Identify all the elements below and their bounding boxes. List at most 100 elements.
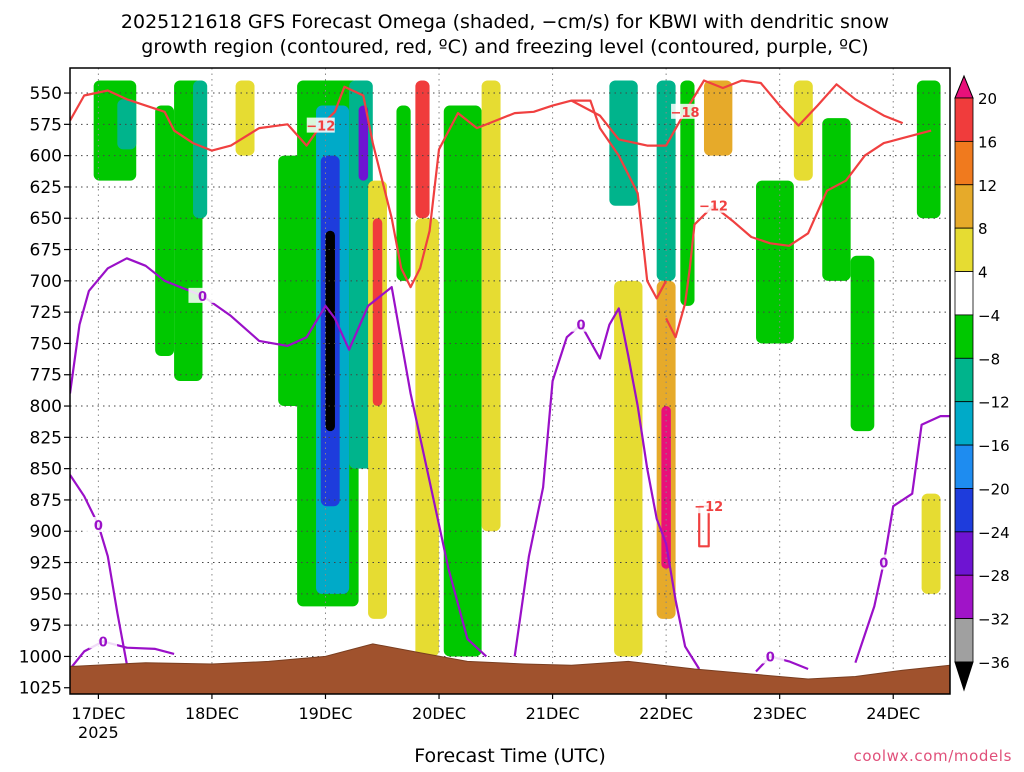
- y-tick-label-850: 850: [30, 460, 62, 480]
- colorbar-label-1: 16: [978, 133, 997, 151]
- terrain: [70, 643, 950, 694]
- y-tick-label-950: 950: [30, 585, 62, 605]
- omega-cell-26: [703, 80, 733, 156]
- dgz-contours: −12 −12 −18 −12: [70, 79, 932, 548]
- omega-cell-19: [481, 80, 501, 532]
- x-axis-label: Forecast Time (UTC): [414, 745, 605, 767]
- plot-frame: [69, 67, 951, 695]
- colorbar-bin-10: [954, 488, 974, 533]
- colorbar-label-4: 4: [978, 264, 988, 282]
- y-tick-label-825: 825: [30, 428, 62, 448]
- omega-cell-14: [372, 218, 383, 407]
- freezing-contour-label-bg-1: [84, 516, 113, 532]
- colorbar-bin-3: [954, 184, 974, 229]
- y-tick-label-875: 875: [30, 491, 62, 511]
- omega-cell-12: [358, 105, 369, 181]
- omega-cell-5: [235, 80, 255, 156]
- chart-title-line1: 2025121618 GFS Forecast Omega (shaded, −…: [121, 11, 889, 33]
- colorbar-bin-11: [954, 531, 974, 576]
- freezing-contour-label-bg-0: [188, 287, 217, 303]
- colorbar-bin-12: [954, 574, 974, 620]
- x-tick-label-19dec: 19DEC: [298, 704, 352, 723]
- y-tick-label-975: 975: [30, 616, 62, 636]
- freezing-contour-line-0: [70, 257, 488, 658]
- colorbar-label-13: −36: [978, 654, 1010, 672]
- omega-cell-16: [415, 80, 430, 219]
- colorbar-label-5: −4: [978, 307, 1000, 325]
- y-tick-label-725: 725: [30, 303, 62, 323]
- freezing-contour-label-0: 0: [198, 290, 207, 305]
- dgz-contour-label-2: −18: [671, 106, 700, 121]
- y-tick-label-550: 550: [30, 84, 62, 104]
- omega-cell-4: [193, 80, 208, 219]
- dgz-contour-label-1: −12: [699, 200, 728, 215]
- freezing-contour-line-3: [513, 307, 701, 670]
- x-tick-sublabel-year: 2025: [78, 723, 119, 742]
- y-tick-label-600: 600: [30, 147, 62, 167]
- freezing-contour-label-3: 0: [576, 319, 585, 334]
- omega-cell-22: [656, 80, 676, 281]
- colorbar-bin-4: [954, 227, 974, 272]
- colorbar-bin-7: [954, 357, 974, 403]
- colorbar-bin-5: [954, 271, 974, 316]
- omega-cell-2: [155, 105, 175, 356]
- dgz-contour-label-bg-0: [306, 117, 335, 133]
- x-tick-label-18dec: 18DEC: [185, 704, 239, 723]
- freezing-contour-line-5: [854, 415, 950, 664]
- omega-cell-32: [921, 493, 941, 594]
- y-tick-label-575: 575: [30, 115, 62, 135]
- x-tick-label-23dec: 23DEC: [753, 704, 807, 723]
- y-tick-label-650: 650: [30, 209, 62, 229]
- colorbar-bin-1: [954, 97, 974, 142]
- omega-cell-29: [822, 118, 851, 281]
- x-tick-label-20dec: 20DEC: [412, 704, 466, 723]
- colorbar-bottom-arrow: [954, 661, 974, 692]
- freezing-contour-label-bg-2: [89, 633, 118, 649]
- dgz-contour-label-bg-3: [694, 498, 723, 514]
- y-axis: 550 575 600 625 650 675 700 725 750 775 800 825 850 8…: [19, 84, 70, 699]
- dgz-contour-line-2: [570, 79, 904, 147]
- colorbar-label-12: −32: [978, 611, 1010, 629]
- colorbar-label-9: −20: [978, 480, 1010, 498]
- dgz-contour-line-1: [665, 129, 932, 339]
- colorbar-label-2: 12: [978, 177, 997, 195]
- x-tick-label-22dec: 22DEC: [639, 704, 693, 723]
- omega-cell-18: [443, 105, 482, 657]
- colorbar-label-7: −12: [978, 394, 1010, 412]
- freezing-contour-label-1: 0: [94, 519, 103, 534]
- colorbar: 20 16 12 8 4 −4 −8 −12 −16 −20 −24 −28 −32 −36: [954, 74, 1010, 692]
- colorbar-label-10: −24: [978, 524, 1010, 542]
- omega-cell-15: [396, 105, 411, 281]
- y-tick-label-775: 775: [30, 366, 62, 386]
- omega-cell-27: [756, 180, 794, 344]
- credit-text: coolwx.com/models: [854, 747, 1013, 765]
- chart-title-line2: growth region (contoured, red, ºC) and f…: [141, 36, 868, 58]
- x-tick-label-21dec: 21DEC: [526, 704, 580, 723]
- dgz-contour-label-0: −12: [306, 120, 335, 135]
- freezing-contour-label-bg-5: [869, 554, 898, 570]
- dgz-contour-label-bg-1: [699, 197, 728, 213]
- colorbar-bin-8: [954, 401, 974, 446]
- colorbar-bin-2: [954, 140, 974, 186]
- omega-cell-21: [614, 280, 643, 657]
- y-tick-label-675: 675: [30, 241, 62, 261]
- freezing-contour-label-4: 0: [766, 650, 775, 665]
- y-tick-label-925: 925: [30, 554, 62, 574]
- freezing-contours: 0 0 0 0 0 0: [70, 257, 950, 673]
- y-tick-label-800: 800: [30, 397, 62, 417]
- colorbar-label-6: −8: [978, 350, 1000, 368]
- colorbar-label-11: −28: [978, 567, 1010, 585]
- freezing-contour-label-bg-4: [756, 648, 785, 664]
- omega-cell-1: [117, 99, 137, 150]
- terrain-surface: [70, 643, 950, 694]
- y-tick-label-700: 700: [30, 272, 62, 292]
- omega-cell-20: [609, 80, 638, 206]
- freezing-contour-label-2: 0: [99, 635, 108, 650]
- y-tick-label-750: 750: [30, 334, 62, 354]
- freezing-contour-label-5: 0: [879, 557, 888, 572]
- dgz-contour-label-3: −12: [694, 500, 723, 515]
- freezing-contour-line-1: [70, 474, 128, 665]
